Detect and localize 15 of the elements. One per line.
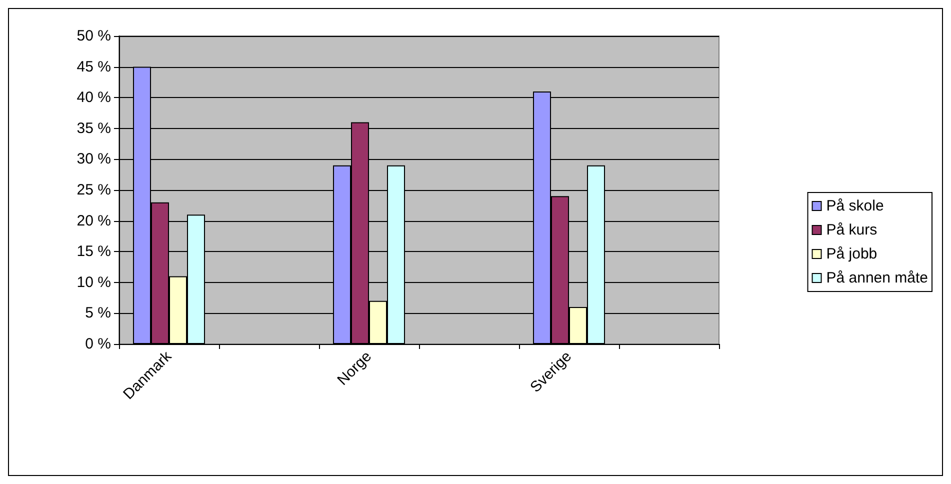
y-tick-label: 20 % xyxy=(76,212,111,230)
y-tick-label: 0 % xyxy=(85,336,111,352)
y-tick-label: 35 % xyxy=(76,120,111,137)
y-tick-label: 30 % xyxy=(76,150,111,168)
y-tick-label: 25 % xyxy=(76,182,111,198)
y-tick-label: 45 % xyxy=(76,58,111,76)
y-tick-label: 10 % xyxy=(76,274,111,291)
y-tick-label: 50 % xyxy=(76,28,111,44)
legend-label: På jobb xyxy=(826,246,878,262)
legend-label: På annen måte xyxy=(826,270,928,286)
y-tick-label: 40 % xyxy=(76,89,111,106)
y-tick-label: 5 % xyxy=(85,304,111,322)
legend-label: På kurs xyxy=(826,222,878,238)
y-tick-label: 15 % xyxy=(76,243,111,260)
legend-label: På skole xyxy=(826,198,884,214)
